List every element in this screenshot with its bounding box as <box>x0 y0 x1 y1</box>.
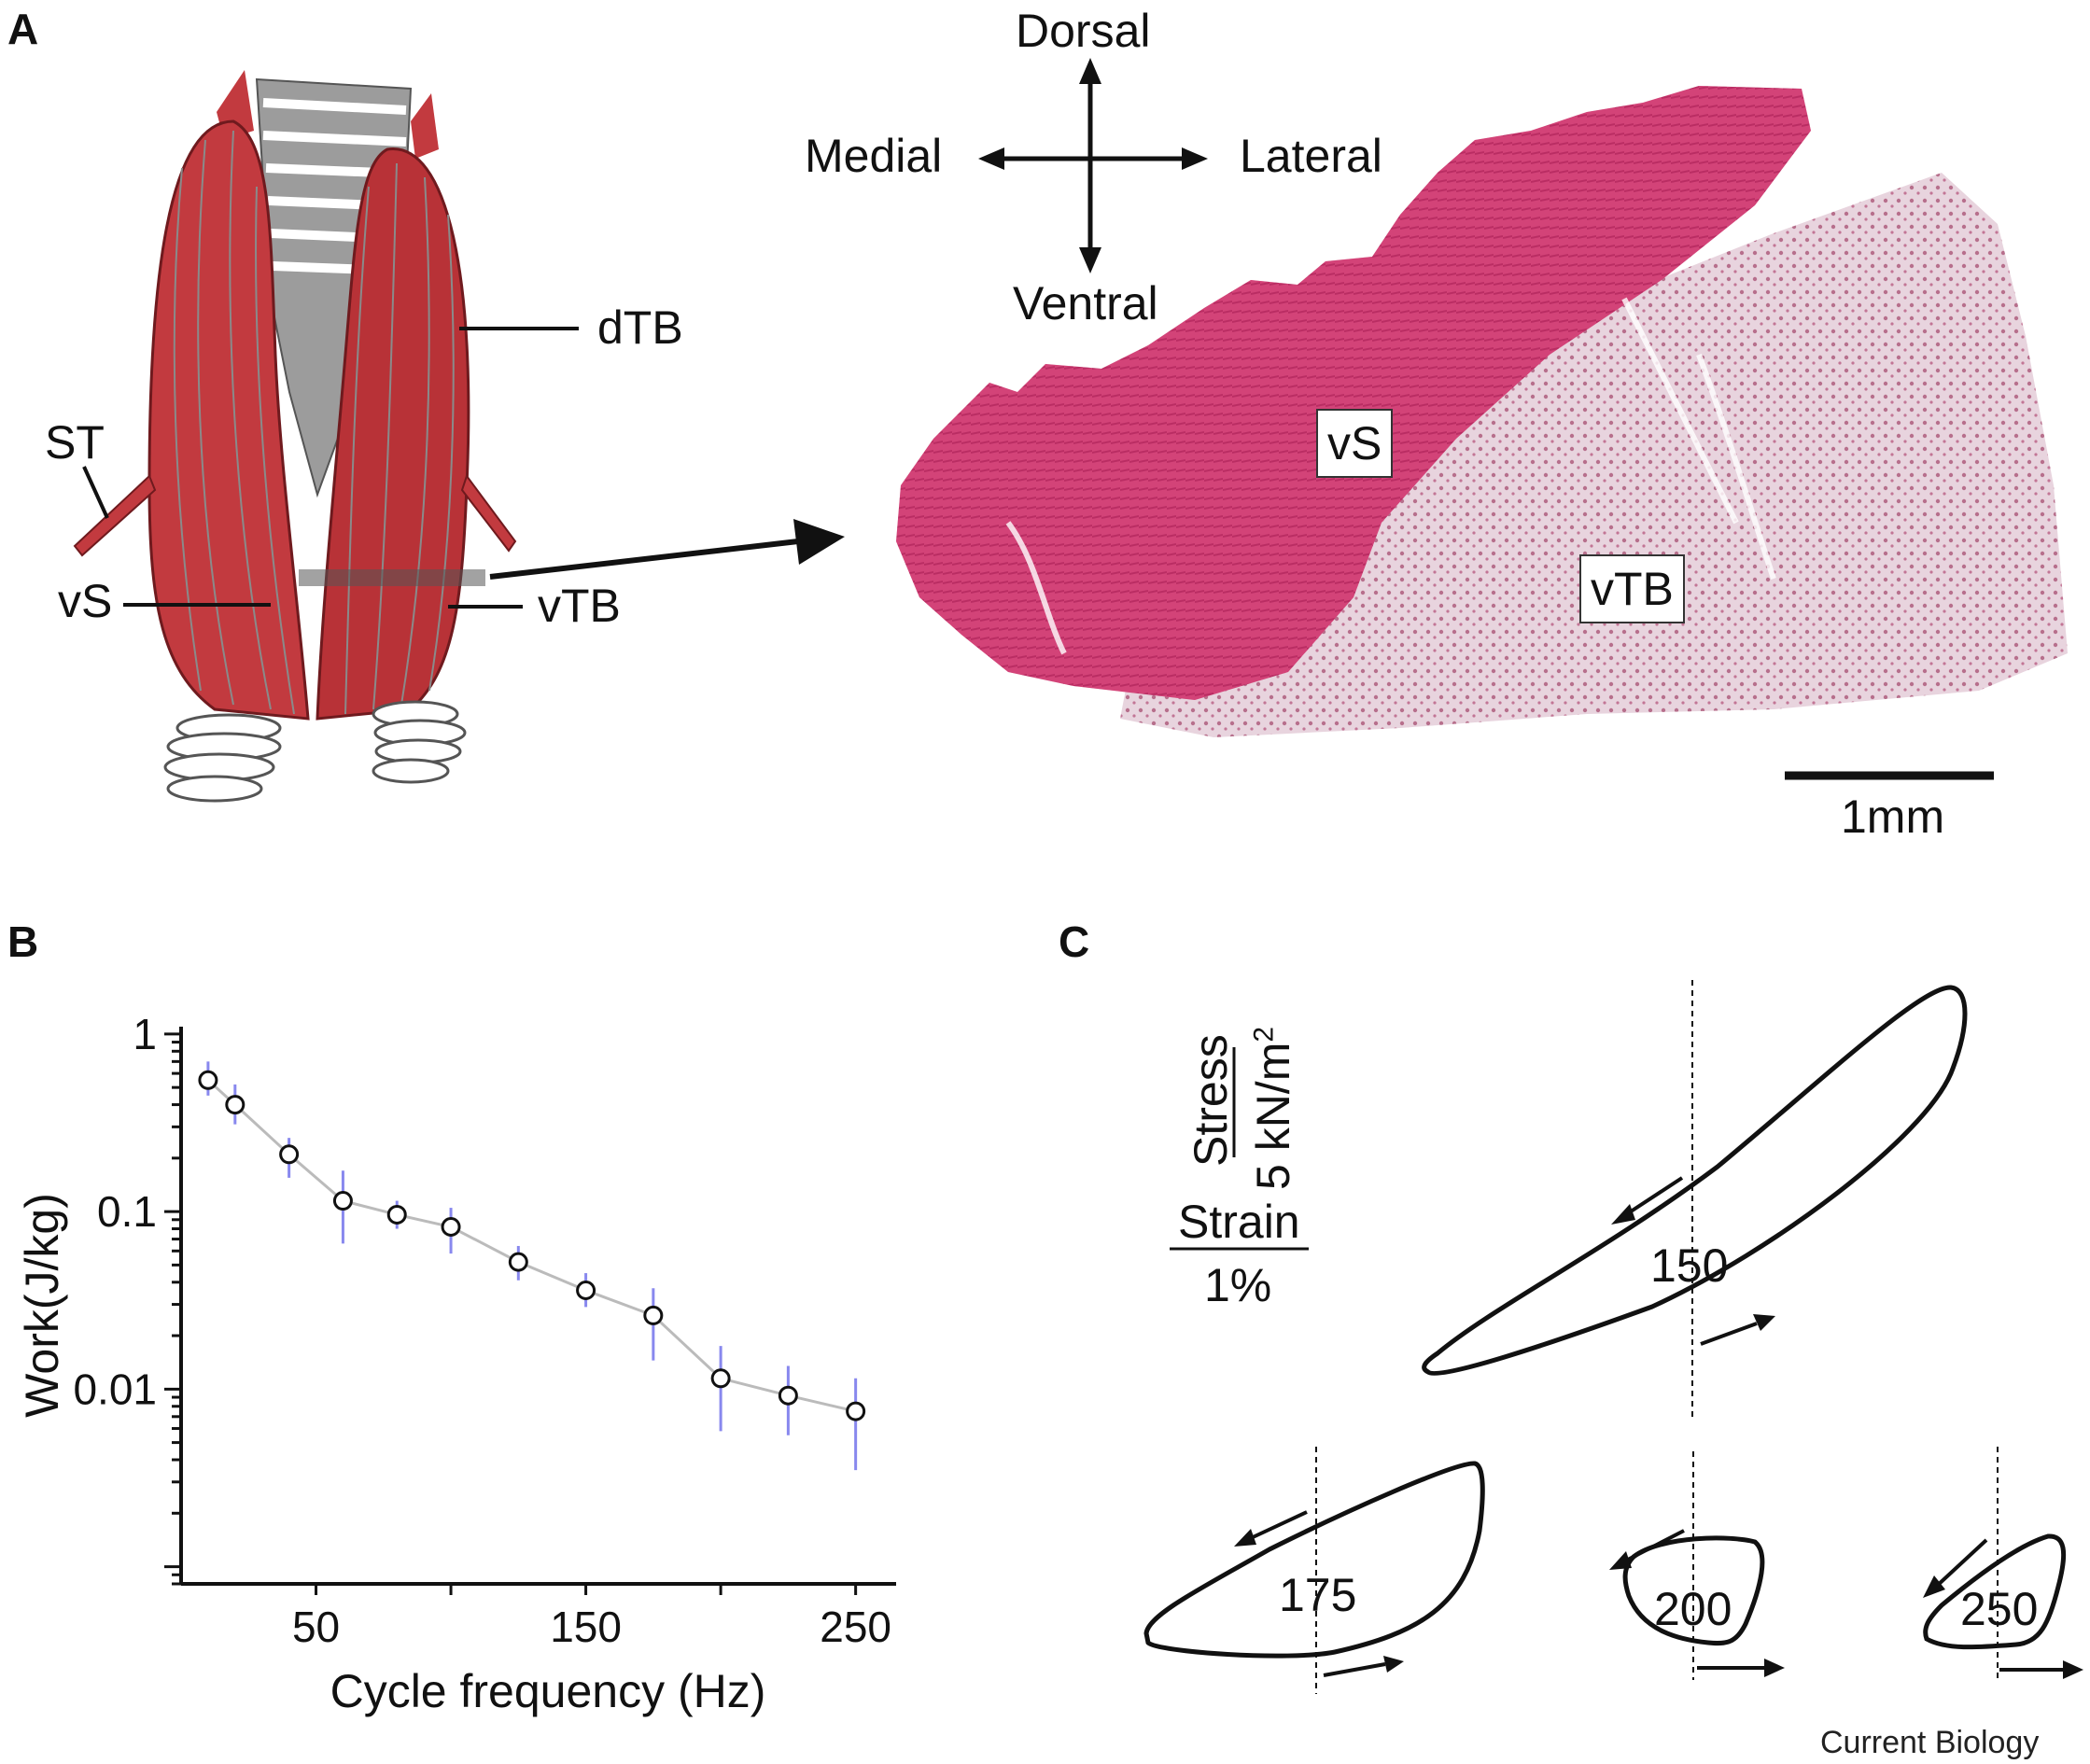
compass-medial: Medial <box>805 130 943 182</box>
compass-lateral: Lateral <box>1240 130 1382 182</box>
stress-unit-label: 5 kN/m2 <box>1246 1027 1300 1190</box>
stress-unit-text: 5 kN/m <box>1247 1042 1299 1190</box>
compass-ventral: Ventral <box>1013 277 1158 329</box>
journal-credit: Current Biology <box>1820 1725 2040 1760</box>
compass-arrow-down <box>1079 247 1101 273</box>
st-muscle-left <box>73 474 157 557</box>
loop-175-label: 175 <box>1279 1569 1357 1621</box>
tissue-section-pink-shade <box>896 86 1811 700</box>
st-muscle-right <box>460 473 517 553</box>
compass-dorsal: Dorsal <box>1016 5 1151 57</box>
vtb-anatomy-label: vTB <box>538 580 621 632</box>
section-plane <box>299 569 485 586</box>
compass-arrow-up <box>1079 58 1101 84</box>
left-muscle <box>147 119 310 721</box>
compass-arrow-right <box>1182 147 1208 170</box>
st-leader <box>82 466 109 519</box>
compass-arrow-left <box>978 147 1004 170</box>
section-arrow-line <box>489 539 799 580</box>
panel-b-letter: B <box>7 917 39 966</box>
compass <box>991 75 1193 257</box>
tissue-section-pale-dots <box>1120 173 2068 737</box>
panel-a-letter: A <box>7 5 39 53</box>
dtb-label: dTB <box>597 301 683 354</box>
tissue-section-pink <box>896 86 1811 700</box>
panel-c-letter: C <box>1059 917 1090 966</box>
top-tendon-right <box>411 93 439 159</box>
section-vs-label: vS <box>1316 409 1394 478</box>
strain-unit-label: 1% <box>1204 1259 1272 1311</box>
stress-unit-superscript: 2 <box>1248 1026 1280 1043</box>
scale-bar-label: 1mm <box>1841 791 1945 843</box>
loop-250 <box>1923 1533 2067 1650</box>
vs-anatomy-label: vS <box>58 575 113 627</box>
stress-label: Stress <box>1185 1034 1237 1167</box>
loop-150 <box>1422 985 1968 1377</box>
strain-label: Strain <box>1178 1196 1300 1248</box>
loop-250-label: 250 <box>1960 1583 2039 1635</box>
loop-150-label: 150 <box>1650 1239 1729 1292</box>
loop-200-label: 200 <box>1654 1583 1732 1635</box>
loop-175 <box>1143 1461 1485 1659</box>
st-label: ST <box>45 416 105 469</box>
section-arrow-head <box>793 519 845 565</box>
section-vtb-label: vTB <box>1579 554 1685 623</box>
